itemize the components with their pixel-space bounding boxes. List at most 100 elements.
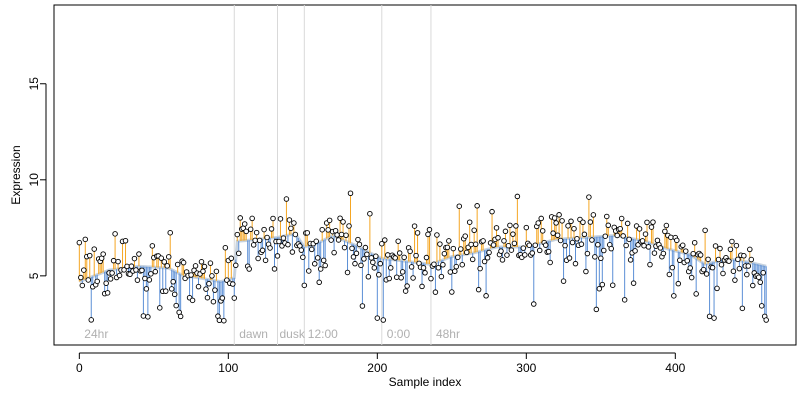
data-point [489,208,495,215]
data-point [730,268,737,274]
data-point [471,227,477,234]
x-tick-label: 200 [367,361,387,375]
data-point [274,253,281,259]
data-point [188,272,194,278]
data-point [498,248,504,254]
data-point [277,216,284,222]
data-point [621,297,628,303]
data-point [602,233,609,239]
data-point [261,226,267,233]
data-point [623,242,629,249]
data-point [253,229,260,236]
data-point [677,257,683,264]
data-point [386,275,392,282]
data-point [300,254,306,260]
data-point [469,256,476,263]
data-point [134,277,141,283]
x-tick-label: 400 [665,361,685,375]
data-point [705,256,711,263]
data-point [422,270,428,276]
data-point [618,215,625,222]
data-point [513,223,519,229]
data-point [382,237,388,243]
data-point [662,228,668,235]
data-point [121,267,127,273]
data-point [201,263,208,270]
y-tick-label: 10 [27,173,41,187]
data-point [393,274,400,280]
data-point [419,283,425,290]
data-point [709,264,716,271]
data-point [350,254,357,260]
data-point [511,240,518,247]
data-point [526,242,533,248]
data-point [157,305,163,311]
data-point [337,215,343,221]
data-point [311,261,318,267]
data-point [103,280,109,286]
data-point [316,279,322,286]
data-point [401,254,407,261]
data-point [243,228,249,235]
data-point [165,254,172,260]
y-tick-label: 5 [27,272,41,279]
data-point [566,255,573,261]
data-point [328,237,334,243]
data-point [107,276,114,282]
data-point [592,254,598,260]
data-point [212,287,218,293]
data-point [532,242,539,248]
data-point [346,223,352,229]
data-point [706,313,713,320]
data-point [542,242,549,248]
data-point [733,242,740,249]
data-point [367,210,373,217]
data-point [426,226,433,233]
data-point [456,203,463,209]
data-point [617,226,623,232]
data-point [252,237,258,244]
data-point [140,313,147,319]
data-point [133,267,139,273]
data-point [228,255,235,262]
data-point [529,250,536,256]
data-point [550,230,556,236]
data-point [149,243,156,249]
data-point [682,248,689,254]
data-point [757,279,763,286]
data-point [347,190,354,196]
data-point [340,219,346,225]
data-point [666,271,673,278]
data-point [145,314,151,320]
data-point [642,231,649,237]
data-point [657,245,664,251]
data-point [259,247,266,254]
data-point [158,255,165,261]
data-point [385,252,391,258]
phase-label: 24hr [84,327,108,341]
data-point [180,259,187,266]
data-point [255,255,261,262]
data-point [714,285,720,292]
data-point [230,281,236,287]
data-point [651,250,658,256]
data-point [645,244,652,250]
data-point [463,249,470,256]
data-point [624,220,631,227]
y-tick-label: 15 [27,77,41,91]
data-point [309,246,315,253]
data-point [556,212,562,218]
data-point [717,245,723,252]
data-point [304,230,311,236]
data-point [271,266,278,272]
data-point [578,241,585,247]
data-point [256,237,263,244]
data-point [410,275,416,281]
data-point [504,252,510,258]
data-point [78,274,84,281]
data-point [356,241,363,248]
data-point [116,272,123,279]
data-point [569,239,576,246]
data-point [432,289,439,295]
data-point [477,265,483,272]
